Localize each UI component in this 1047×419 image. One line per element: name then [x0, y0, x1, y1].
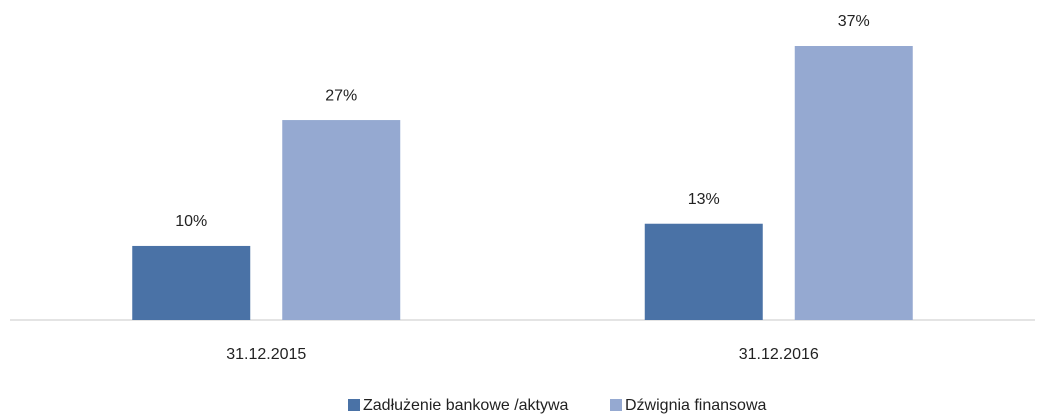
bar — [794, 46, 913, 320]
bar — [132, 245, 251, 320]
data-label: 27% — [325, 87, 357, 104]
legend-swatch — [348, 399, 360, 411]
legend-label: Zadłużenie bankowe /aktywa — [363, 397, 569, 414]
data-label: 10% — [175, 213, 207, 230]
x-tick-label: 31.12.2015 — [226, 346, 306, 363]
bar — [644, 223, 763, 320]
legend-swatch — [610, 399, 622, 411]
legend-label: Dźwignia finansowa — [625, 397, 767, 414]
data-label: 13% — [688, 191, 720, 208]
data-label: 37% — [838, 13, 870, 30]
x-tick-label: 31.12.2016 — [739, 346, 819, 363]
bar — [282, 120, 401, 321]
